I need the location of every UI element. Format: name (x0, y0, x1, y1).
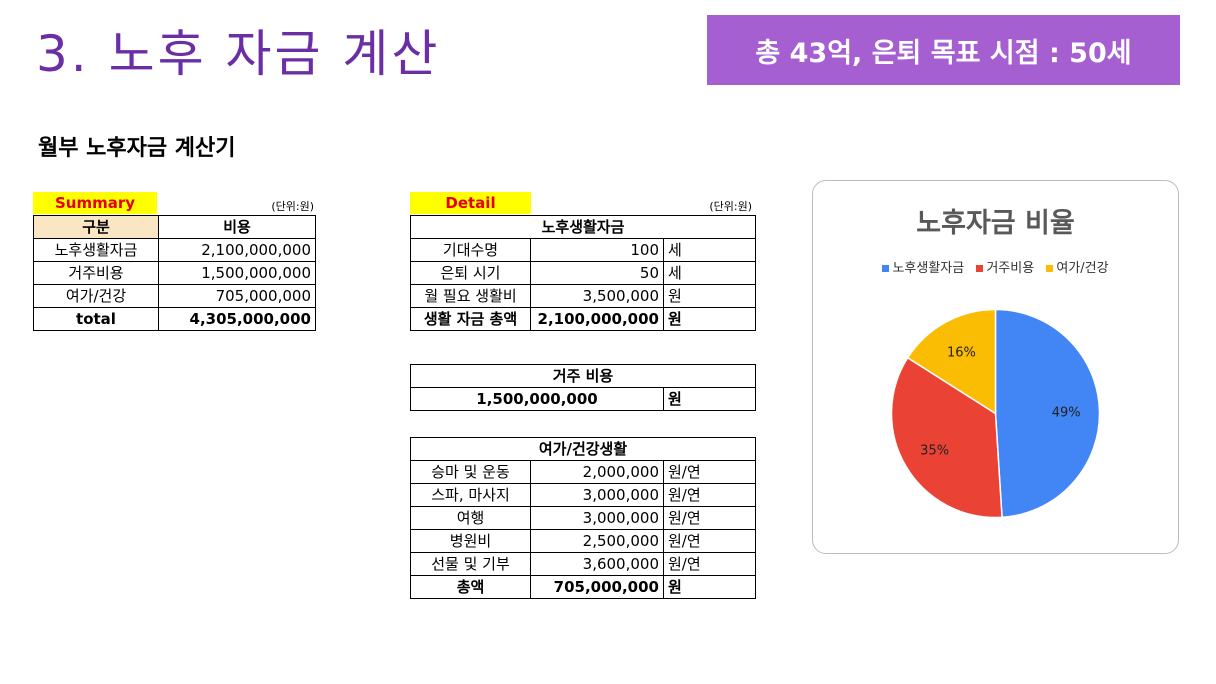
living-row-unit: 세 (663, 261, 756, 285)
living-total-value: 2,100,000,000 (530, 307, 664, 331)
legend-item: 노후생활자금 (882, 257, 964, 276)
leisure-row-value: 2,000,000 (530, 460, 664, 484)
summary-unit: (단위:원) (271, 200, 314, 213)
housing-value: 1,500,000,000 (410, 387, 664, 411)
legend-item: 여가/건강 (1046, 257, 1109, 276)
leisure-total-value: 705,000,000 (530, 575, 664, 599)
chart-legend: 노후생활자금 거주비용 여가/건강 (813, 257, 1178, 276)
living-row-value: 50 (530, 261, 664, 285)
living-table: 노후생활자금 기대수명 100 세 은퇴 시기 50 세 월 필요 생활비 3,… (410, 215, 756, 331)
living-row-value: 100 (530, 238, 664, 262)
page-title: 3. 노후 자금 계산 (36, 25, 441, 83)
housing-unit: 원 (663, 387, 756, 411)
table-row: 병원비 2,500,000 원/연 (410, 529, 756, 553)
leisure-total-unit: 원 (663, 575, 756, 599)
pie-slice (906, 308, 997, 415)
summary-row-label: 여가/건강 (33, 284, 159, 308)
detail-unit: (단위:원) (709, 200, 752, 213)
leisure-row-unit: 원/연 (663, 529, 756, 553)
table-row: 선물 및 기부 3,600,000 원/연 (410, 552, 756, 576)
legend-swatch (976, 265, 984, 272)
summary-total-row: total 4,305,000,000 (33, 307, 316, 331)
table-row: 거주비용 1,500,000,000 (33, 261, 316, 285)
table-row: 기대수명 100 세 (410, 238, 756, 262)
leisure-row-label: 선물 및 기부 (410, 552, 531, 576)
housing-table: 거주 비용 1,500,000,000 원 (410, 364, 756, 411)
pie-data-label: 16% (947, 346, 976, 361)
legend-item: 거주비용 (976, 257, 1034, 276)
leisure-row-unit: 원/연 (663, 483, 756, 507)
living-row-unit: 원 (663, 284, 756, 308)
calculator-title: 월부 노후자금 계산기 (38, 136, 236, 161)
leisure-row-label: 여행 (410, 506, 531, 530)
summary-total-value: 4,305,000,000 (158, 307, 316, 331)
leisure-row-value: 3,000,000 (530, 483, 664, 507)
leisure-row-value: 3,000,000 (530, 506, 664, 530)
summary-total-label: total (33, 307, 159, 331)
living-total-unit: 원 (663, 307, 756, 331)
legend-label: 노후생활자금 (892, 261, 965, 276)
pie-slice (994, 308, 1101, 519)
living-total-row: 생활 자금 총액 2,100,000,000 원 (410, 307, 756, 331)
table-row: 여가/건강 705,000,000 (33, 284, 316, 308)
table-row: 노후생활자금 2,100,000,000 (33, 238, 316, 262)
pie-data-label: 49% (1052, 405, 1081, 420)
table-row: 승마 및 운동 2,000,000 원/연 (410, 460, 756, 484)
summary-row-value: 1,500,000,000 (158, 261, 316, 285)
leisure-row-label: 병원비 (410, 529, 531, 553)
leisure-total-row: 총액 705,000,000 원 (410, 575, 756, 599)
table-row: 은퇴 시기 50 세 (410, 261, 756, 285)
living-row-label: 기대수명 (410, 238, 531, 262)
leisure-table: 여가/건강생활 승마 및 운동 2,000,000 원/연 스파, 마사지 3,… (410, 437, 756, 599)
living-total-label: 생활 자금 총액 (410, 307, 531, 331)
table-row: 스파, 마사지 3,000,000 원/연 (410, 483, 756, 507)
pie-slice (890, 356, 1003, 519)
living-row-unit: 세 (663, 238, 756, 262)
summary-row-label: 노후생활자금 (33, 238, 159, 262)
summary-col-category: 구분 (33, 215, 159, 239)
leisure-row-label: 스파, 마사지 (410, 483, 531, 507)
detail-tag: Detail (410, 192, 531, 214)
living-row-label: 월 필요 생활비 (410, 284, 531, 308)
summary-table: 구분 비용 노후생활자금 2,100,000,000 거주비용 1,500,00… (33, 215, 316, 331)
goal-badge: 총 43억, 은퇴 목표 시점 : 50세 (707, 15, 1180, 85)
leisure-total-label: 총액 (410, 575, 531, 599)
legend-swatch (882, 265, 890, 272)
living-row-value: 3,500,000 (530, 284, 664, 308)
leisure-header: 여가/건강생활 (410, 437, 756, 461)
leisure-row-value: 3,600,000 (530, 552, 664, 576)
legend-label: 여가/건강 (1056, 261, 1109, 276)
leisure-row-unit: 원/연 (663, 460, 756, 484)
leisure-row-label: 승마 및 운동 (410, 460, 531, 484)
chart-title: 노후자금 비율 (916, 208, 1075, 239)
housing-header: 거주 비용 (410, 364, 756, 388)
living-row-label: 은퇴 시기 (410, 261, 531, 285)
summary-row-value: 2,100,000,000 (158, 238, 316, 262)
pie-chart: 49% 35% 16% (890, 308, 1101, 519)
leisure-row-unit: 원/연 (663, 506, 756, 530)
pie-chart-card: 노후자금 비율 노후생활자금 거주비용 여가/건강 49% 35% 16% (812, 180, 1179, 554)
summary-row-label: 거주비용 (33, 261, 159, 285)
table-row: 월 필요 생활비 3,500,000 원 (410, 284, 756, 308)
summary-col-cost: 비용 (158, 215, 316, 239)
summary-tag: Summary (33, 192, 157, 214)
legend-swatch (1046, 265, 1054, 272)
summary-row-value: 705,000,000 (158, 284, 316, 308)
leisure-row-value: 2,500,000 (530, 529, 664, 553)
leisure-row-unit: 원/연 (663, 552, 756, 576)
legend-label: 거주비용 (986, 261, 1035, 276)
pie-data-label: 35% (920, 443, 949, 458)
table-row: 여행 3,000,000 원/연 (410, 506, 756, 530)
living-header: 노후생활자금 (410, 215, 756, 239)
